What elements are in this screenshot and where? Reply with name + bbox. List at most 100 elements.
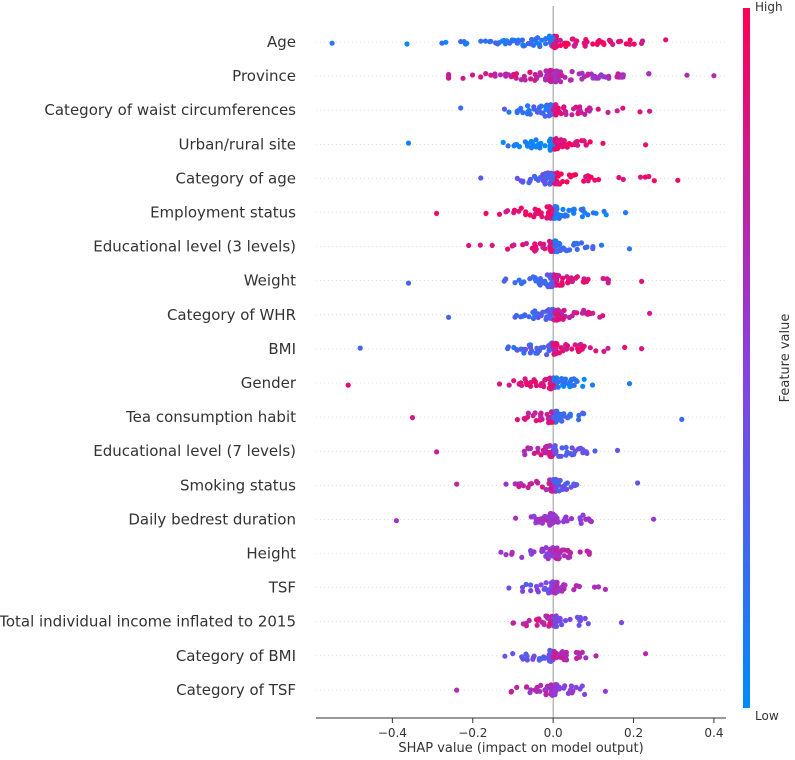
shap-dot: [513, 71, 520, 77]
shap-dot: [522, 77, 528, 83]
shap-dot: [556, 273, 562, 279]
shap-dot: [522, 139, 528, 145]
shap-dot: [503, 209, 509, 215]
shap-dot: [595, 584, 602, 590]
shap-dot: [588, 174, 594, 180]
shap-dot: [516, 277, 522, 283]
shap-dot: [574, 246, 580, 252]
shap-dot: [534, 622, 540, 628]
shap-dot: [513, 515, 519, 521]
shap-dot: [500, 139, 506, 145]
shap-dot: [552, 618, 558, 625]
shap-dot: [405, 140, 412, 146]
shap-dot: [543, 487, 549, 493]
shap-dot: [544, 352, 550, 358]
shap-dot: [528, 379, 534, 385]
shap-dot: [454, 687, 460, 693]
shap-dot: [563, 486, 570, 492]
shap-dot: [559, 281, 565, 288]
shap-dot: [483, 210, 489, 216]
shap-dot: [543, 308, 550, 314]
shap-dot: [553, 210, 559, 216]
shap-dot: [572, 342, 578, 348]
shap-dot: [518, 105, 524, 111]
colorbar: High Low Feature value: [743, 0, 793, 723]
shap-dot: [561, 685, 567, 691]
shap-dot: [532, 308, 538, 314]
shap-dot: [551, 449, 557, 455]
feature-labels: Age Province Category of waist circumferen…: [0, 33, 297, 699]
shap-dot: [601, 348, 607, 354]
shap-dot: [513, 312, 520, 319]
shap-dot: [520, 483, 527, 489]
shap-dot: [606, 75, 612, 81]
shap-dot: [534, 688, 540, 695]
x-tick-label: 0.2: [624, 726, 643, 740]
shap-dot: [626, 381, 633, 387]
shap-dot: [562, 212, 569, 218]
shap-dot: [496, 211, 503, 217]
shap-dot: [585, 178, 591, 184]
shap-dot: [523, 620, 529, 626]
shap-dot: [580, 383, 586, 389]
shap-dot: [524, 381, 530, 388]
shap-dot: [540, 244, 546, 250]
shap-dot: [562, 582, 568, 588]
shap-dot: [559, 622, 565, 628]
shap-dot: [548, 409, 555, 415]
shap-dot: [527, 690, 533, 696]
feature-label: Category of waist circumferences: [44, 101, 296, 119]
shap-dot: [553, 111, 559, 117]
shap-dot: [526, 314, 532, 320]
shap-dot: [542, 377, 548, 383]
shap-dot: [587, 518, 593, 524]
shap-dot: [541, 344, 547, 350]
shap-dot: [567, 247, 573, 253]
shap-dot: [552, 215, 558, 221]
shap-dot: [556, 488, 562, 494]
shap-dot: [576, 71, 582, 77]
shap-dot: [538, 682, 544, 689]
shap-dot: [558, 314, 564, 320]
shap-dot: [539, 484, 546, 490]
shap-dot: [579, 207, 585, 213]
shap-dot: [550, 589, 556, 595]
shap-dot: [584, 450, 590, 456]
shap-dot: [639, 278, 645, 284]
shap-dot: [562, 40, 569, 46]
shap-dot: [547, 137, 554, 143]
shap-dot: [513, 142, 519, 148]
shap-dot: [502, 653, 508, 659]
shap-dot: [576, 652, 582, 658]
shap-dot: [532, 379, 539, 385]
shap-dot: [567, 384, 573, 390]
shap-dot: [557, 37, 563, 43]
shap-dot: [509, 551, 515, 557]
shap-dot: [605, 345, 611, 351]
shap-dot: [573, 377, 579, 383]
shap-dot: [541, 655, 548, 661]
shap-dot: [523, 581, 529, 588]
shap-dot: [567, 554, 573, 560]
shap-dot: [605, 109, 611, 115]
shap-dot: [538, 582, 544, 588]
shap-dot: [569, 207, 575, 213]
shap-dot: [552, 547, 559, 554]
beeswarm-dots: [329, 33, 717, 698]
shap-dot: [547, 553, 553, 559]
shap-dot: [561, 518, 567, 524]
shap-dot: [492, 71, 498, 77]
shap-dot: [527, 41, 534, 47]
shap-dot: [551, 71, 557, 77]
shap-dot: [574, 310, 580, 316]
x-axis-ticks: −0.4 −0.2 0.0 0.2 0.4: [378, 718, 723, 740]
shap-dot: [531, 104, 537, 110]
shap-dot: [498, 549, 504, 555]
shap-dot: [563, 481, 569, 487]
shap-dot: [586, 309, 592, 315]
shap-dot: [558, 79, 564, 85]
shap-dot: [545, 284, 551, 290]
feature-label: Educational level (3 levels): [93, 238, 296, 256]
shap-dot: [556, 350, 563, 356]
shap-dot: [639, 346, 645, 352]
